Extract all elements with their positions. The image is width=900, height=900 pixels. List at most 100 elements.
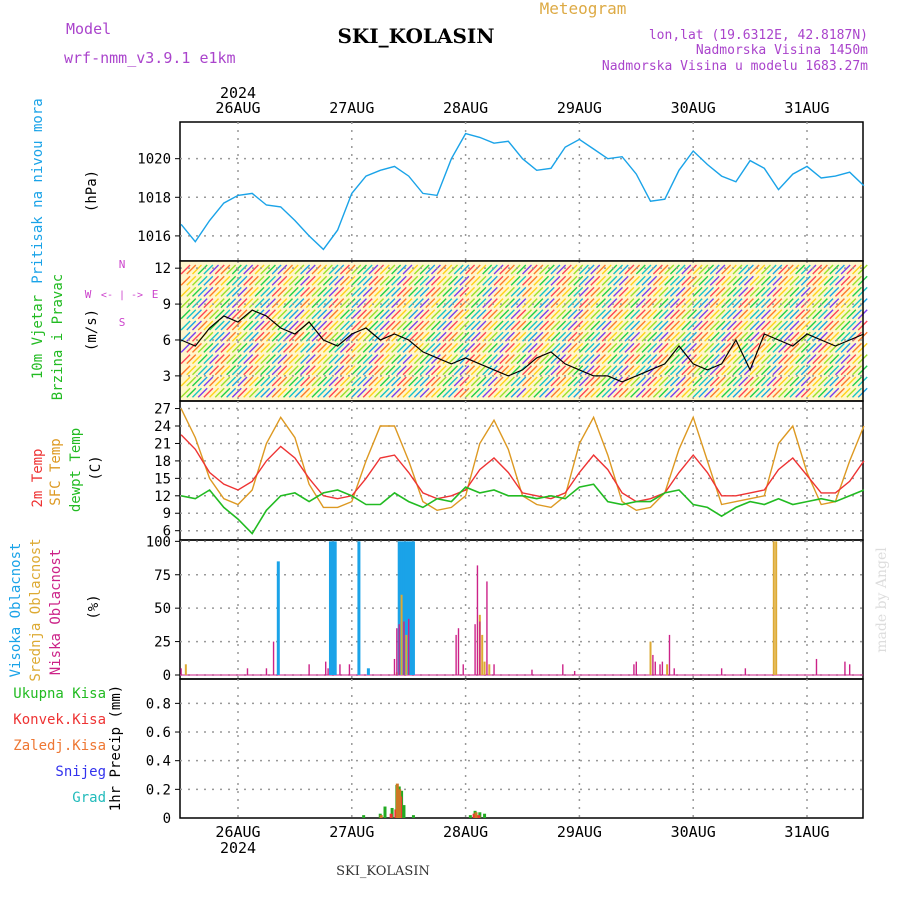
wind-barb: [368, 309, 379, 320]
wind-barb: [436, 309, 447, 320]
wind-barb: [260, 298, 271, 309]
wind-barb: [265, 331, 276, 342]
wind-barb: [556, 286, 567, 297]
wind-barb: [630, 354, 641, 365]
wind-barb: [391, 298, 402, 309]
wind-barb: [578, 376, 589, 387]
wind-barb: [379, 309, 390, 320]
wind-barb: [607, 387, 618, 398]
wind-barb: [368, 275, 379, 286]
wind-barb: [334, 286, 345, 297]
wind-barb: [294, 331, 305, 342]
wind-barb: [487, 264, 498, 275]
wind-barb: [601, 365, 612, 376]
wind-barb: [743, 331, 754, 342]
wind-barb: [465, 376, 476, 387]
wind-barb: [789, 331, 800, 342]
wind-barb: [817, 342, 828, 353]
wind-barb: [829, 376, 840, 387]
wind-barb: [197, 309, 208, 320]
wind-barb: [715, 354, 726, 365]
wind-barb: [351, 309, 362, 320]
wind-barb: [544, 286, 555, 297]
wind-barb: [311, 275, 322, 286]
wind-barb: [402, 275, 413, 286]
wind-barb: [516, 320, 527, 331]
top-date-label: 29AUG: [557, 99, 602, 117]
wind-barb: [402, 354, 413, 365]
wind-barb: [561, 320, 572, 331]
wind-barb: [436, 331, 447, 342]
wind-barb: [578, 320, 589, 331]
wind-barb: [459, 376, 470, 387]
wind-barb: [510, 365, 521, 376]
wind-ylabel-unit: (m/s): [84, 309, 100, 351]
wind-barb: [504, 365, 515, 376]
wind-barb: [846, 354, 857, 365]
wind-barb: [595, 309, 606, 320]
wind-barb: [214, 275, 225, 286]
wind-barb: [766, 354, 777, 365]
wind-barb: [322, 309, 333, 320]
wind-barb: [317, 309, 328, 320]
wind-barb: [356, 342, 367, 353]
wind-barb: [539, 342, 550, 353]
wind-barb: [823, 286, 834, 297]
wind-barb: [732, 320, 743, 331]
wind-barb: [681, 320, 692, 331]
wind-barb: [743, 387, 754, 398]
wind-barb: [675, 376, 686, 387]
wind-barb: [624, 264, 635, 275]
wind-barb: [391, 275, 402, 286]
wind-barb: [277, 286, 288, 297]
wind-barb: [487, 342, 498, 353]
wind-barb: [265, 354, 276, 365]
wind-barb: [334, 342, 345, 353]
wind-barb: [470, 275, 481, 286]
wind-barb: [300, 264, 311, 275]
wind-barb: [470, 264, 481, 275]
wind-barb: [601, 320, 612, 331]
wind-barb: [396, 309, 407, 320]
wind-barb: [191, 320, 202, 331]
wind-barb: [692, 331, 703, 342]
wind-barb: [652, 387, 663, 398]
pressure-series: [180, 132, 865, 251]
wind-barb: [823, 309, 834, 320]
wind-barb: [687, 376, 698, 387]
wind-barb: [550, 309, 561, 320]
wind-barb: [533, 342, 544, 353]
wind-barb: [493, 286, 504, 297]
pressure-panel: 1016 1018 1020 Pritisak na nivou mora (hPa…: [30, 98, 865, 284]
wind-barb: [510, 354, 521, 365]
wind-barb: [328, 354, 339, 365]
wind-barb: [533, 320, 544, 331]
wind-barb: [834, 309, 845, 320]
wind-barb: [544, 387, 555, 398]
wind-barb: [510, 342, 521, 353]
wind-barb: [214, 286, 225, 297]
wind-barb: [544, 365, 555, 376]
wind-barb: [226, 286, 237, 297]
wind-barb: [459, 264, 470, 275]
wind-barb: [522, 365, 532, 376]
wind-barb: [709, 376, 720, 387]
wind-barb: [846, 365, 857, 376]
wind-barb: [499, 309, 510, 320]
wind-barb: [584, 331, 595, 342]
wind-barb: [237, 376, 248, 387]
wind-barb: [527, 286, 538, 297]
wind-barb: [681, 387, 692, 398]
wind-barb: [419, 264, 430, 275]
wind-barb: [635, 309, 646, 320]
wind-barb: [806, 309, 817, 320]
wind-barb: [783, 342, 794, 353]
wind-barb: [345, 320, 356, 331]
wind-barb: [231, 286, 242, 297]
wind-barb: [379, 376, 390, 387]
wind-barb: [681, 365, 692, 376]
wind-barb: [391, 376, 402, 387]
wind-barb: [840, 298, 851, 309]
wind-barb: [544, 331, 555, 342]
wind-barb: [197, 365, 208, 376]
